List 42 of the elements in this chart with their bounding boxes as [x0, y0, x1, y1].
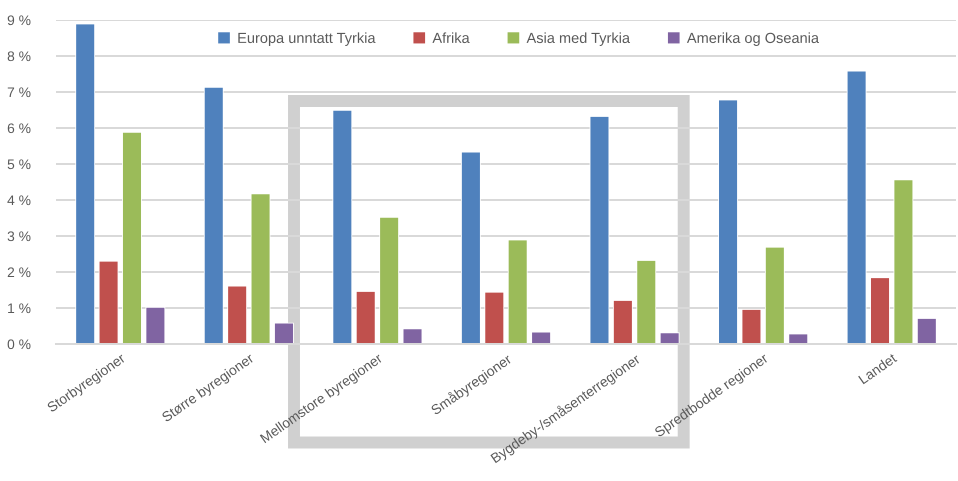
bar	[718, 100, 738, 344]
bar	[484, 292, 504, 344]
legend-label: Amerika og Oseania	[686, 32, 820, 46]
bar	[613, 300, 633, 344]
legend-label: Europa unntatt Tyrkia	[238, 32, 376, 46]
y-tick-label: 9 %	[8, 15, 31, 26]
bar	[204, 86, 224, 344]
bar	[146, 306, 166, 344]
bar	[742, 309, 762, 344]
bar	[788, 334, 808, 344]
y-tick-label: 4 %	[7, 195, 31, 206]
bar	[122, 132, 142, 344]
legend-label: Afrika	[432, 32, 470, 44]
bar	[870, 277, 890, 344]
bar	[227, 286, 248, 344]
bar	[332, 110, 352, 344]
y-tick-label: 1 %	[8, 303, 31, 314]
bar	[636, 260, 656, 344]
legend-label: Asia med Tyrkia	[526, 32, 630, 46]
y-tick-label: 6 %	[8, 123, 31, 134]
y-tick-label: 2 %	[8, 267, 31, 278]
y-tick-label: 0 %	[8, 339, 31, 350]
bar	[916, 318, 937, 344]
bar	[274, 322, 294, 344]
bar	[894, 179, 914, 344]
bar	[402, 328, 422, 344]
y-tick-label: 8 %	[8, 51, 31, 62]
bar	[379, 216, 399, 344]
bar	[356, 291, 376, 344]
bar	[590, 116, 610, 344]
bar	[461, 152, 481, 344]
bar	[75, 24, 96, 344]
y-tick-label: 3 %	[8, 231, 31, 242]
y-tick-label: 7 %	[8, 87, 31, 98]
bar	[660, 332, 680, 344]
bar	[531, 332, 551, 344]
bar	[764, 246, 785, 344]
bar	[98, 260, 118, 344]
y-tick-label: 5 %	[8, 159, 31, 170]
bar	[846, 70, 866, 344]
bar	[508, 240, 528, 344]
bar	[250, 193, 270, 344]
